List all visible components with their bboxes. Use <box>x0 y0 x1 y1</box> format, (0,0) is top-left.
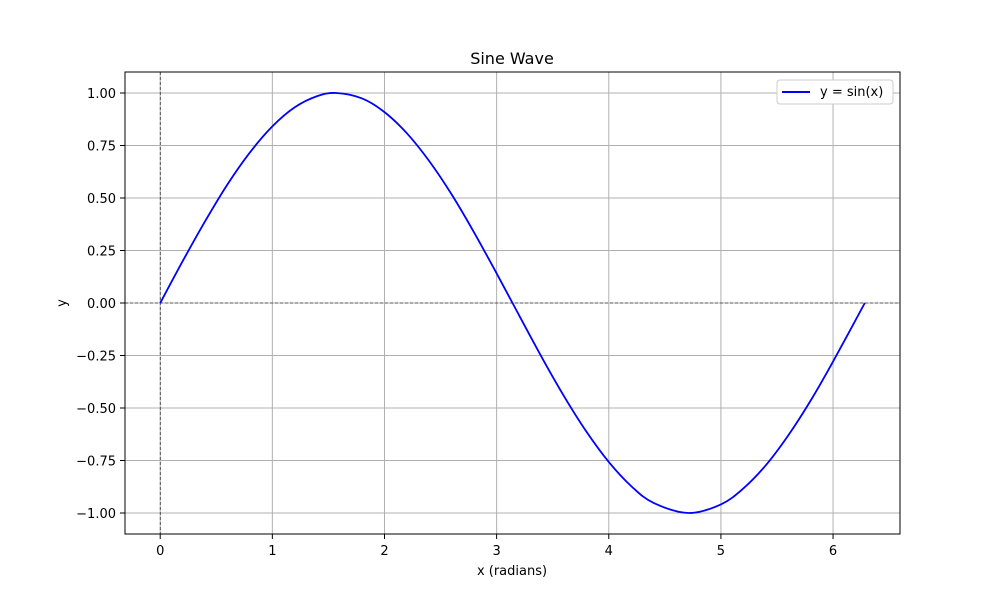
y-tick-label: 0.25 <box>87 245 116 260</box>
x-tick-label: 6 <box>829 544 837 559</box>
y-tick-label: −1.00 <box>76 507 116 522</box>
y-tick-label: 0.75 <box>87 140 116 155</box>
y-axis-label: y <box>55 299 70 307</box>
y-tick-label: −0.75 <box>76 455 116 470</box>
x-tick-label: 3 <box>492 544 500 559</box>
y-tick-label: −0.50 <box>76 402 116 417</box>
x-tick-label: 0 <box>156 544 164 559</box>
y-tick-label: 0.00 <box>87 297 116 312</box>
y-tick-label: −0.25 <box>76 350 116 365</box>
y-axis-ticks: −1.00 −0.75 −0.50 −0.25 0.00 0.25 0.50 0.75 1.00 <box>76 87 125 522</box>
x-axis-label: x (radians) <box>477 564 547 579</box>
x-tick-label: 1 <box>268 544 276 559</box>
legend: y = sin(x) <box>776 79 894 105</box>
series-layer <box>159 92 866 514</box>
x-tick-label: 4 <box>605 544 613 559</box>
y-tick-label: 1.00 <box>87 87 116 102</box>
chart-title: Sine Wave <box>470 49 554 68</box>
legend-label: y = sin(x) <box>820 85 883 100</box>
x-tick-label: 5 <box>717 544 725 559</box>
legend-box <box>776 79 894 105</box>
x-tick-label: 2 <box>380 544 388 559</box>
x-axis-ticks: 0 1 2 3 4 5 6 <box>156 534 837 559</box>
grid <box>125 72 900 534</box>
y-tick-label: 0.50 <box>87 192 116 207</box>
series-line-sin <box>159 92 866 514</box>
